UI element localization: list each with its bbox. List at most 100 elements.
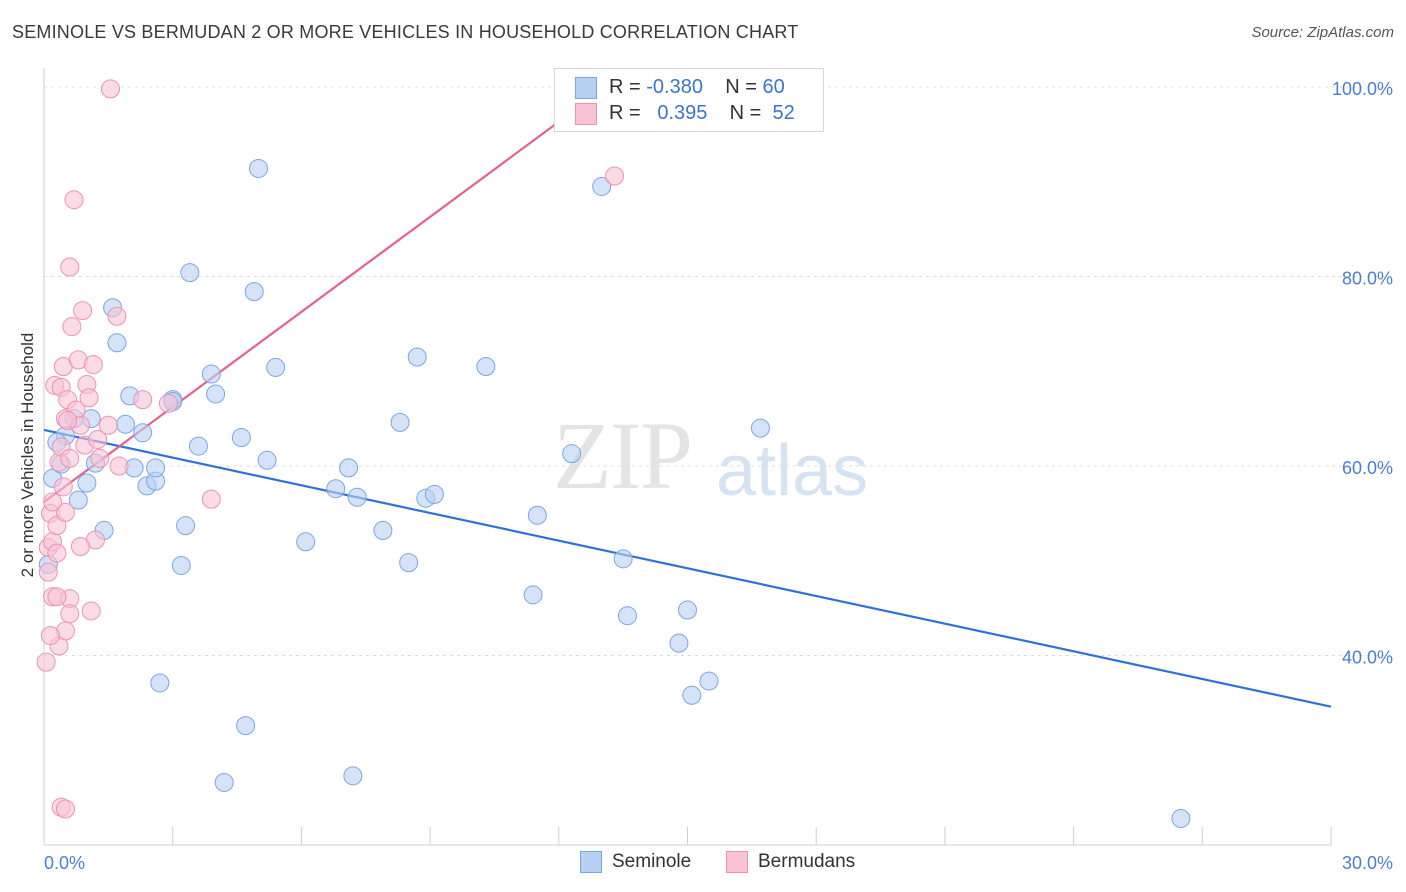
source-credit: Source: ZipAtlas.com <box>1251 24 1394 41</box>
seminole-point <box>266 357 286 377</box>
bermudans-point <box>60 604 80 624</box>
bermudans-point <box>55 502 75 522</box>
seminole-point <box>296 532 316 552</box>
legend-row-seminole: R = -0.380 N = 60 <box>575 76 785 102</box>
bermudans-point <box>58 410 78 430</box>
bermudans-point <box>70 537 90 557</box>
legend-r-label: R = <box>609 102 641 124</box>
bermudans-trend-line <box>43 86 607 503</box>
tick-labels: 40.0% 60.0% 80.0% 100.0% 0.0% 30.0% <box>44 79 1393 873</box>
data-points <box>36 79 1191 828</box>
legend-r-value: -0.380 <box>646 76 703 98</box>
y-tick-label: 60.0% <box>1342 458 1393 478</box>
bermudans-point <box>38 562 58 582</box>
legend-row-bermudans: R = 0.395 N = 52 <box>575 102 795 128</box>
x-tick-label: 0.0% <box>44 853 85 873</box>
seminole-point <box>68 490 88 510</box>
watermark-atlas: atlas <box>716 431 869 511</box>
legend-r-value: 0.395 <box>657 102 708 124</box>
seminole-point <box>476 356 496 376</box>
seminole-point <box>592 176 612 196</box>
seminole-point <box>750 418 770 438</box>
seminole-point <box>339 458 359 478</box>
bermudans-point <box>158 393 178 413</box>
seminole-point <box>399 553 419 573</box>
seminole-swatch <box>575 76 597 99</box>
seminole-point <box>373 520 393 540</box>
seminole-point <box>562 444 582 464</box>
bermudans-point <box>60 257 80 277</box>
seminole-legend-label: Seminole <box>612 851 692 873</box>
legend-r-label: R = <box>609 76 641 98</box>
bottom-legend-bermudans: Bermudans <box>726 851 855 873</box>
bermudans-point <box>53 477 73 497</box>
legend-n-value: 60 <box>762 76 785 98</box>
bermudans-point <box>90 448 110 468</box>
bermudans-point <box>47 516 67 536</box>
seminole-point <box>347 487 367 507</box>
seminole-point <box>244 282 264 302</box>
y-tick-label: 40.0% <box>1342 647 1393 667</box>
bermudans-point <box>62 317 82 337</box>
bermudans-swatch <box>726 851 748 873</box>
seminole-point <box>682 685 702 705</box>
legend-n-value: 52 <box>772 102 795 124</box>
seminole-point <box>150 673 170 693</box>
seminole-point <box>326 479 346 499</box>
seminole-point <box>214 772 234 792</box>
seminole-point <box>699 671 719 691</box>
seminole-point <box>343 766 363 786</box>
bermudans-point <box>36 652 56 672</box>
seminole-point <box>176 516 196 536</box>
bermudans-legend-label: Bermudans <box>758 851 856 873</box>
bermudans-point <box>73 301 93 321</box>
seminole-point <box>116 414 136 434</box>
bermudans-point <box>100 79 120 99</box>
seminole-point <box>527 505 547 525</box>
legend-n-label: N = <box>725 76 757 98</box>
seminole-point <box>77 473 97 493</box>
seminole-point <box>390 412 410 432</box>
seminole-point <box>424 484 444 504</box>
legend-n-label: N = <box>729 102 762 124</box>
seminole-point <box>669 633 689 653</box>
seminole-point <box>617 606 637 626</box>
seminole-trend-line <box>43 428 1332 708</box>
bermudans-point <box>47 587 67 607</box>
bermudans-point <box>55 799 75 819</box>
bermudans-point <box>83 355 103 375</box>
bermudans-point <box>88 429 108 449</box>
bermudans-point <box>64 190 84 210</box>
bermudans-swatch <box>575 102 597 125</box>
seminole-point <box>236 716 256 736</box>
seminole-point <box>1171 808 1191 828</box>
bermudans-point <box>133 390 153 410</box>
seminole-swatch <box>580 851 602 873</box>
bermudans-point <box>109 456 129 476</box>
seminole-point <box>249 158 268 178</box>
y-axis-label: 2 or more Vehicles in Household <box>18 332 37 578</box>
gridlines <box>44 86 1392 656</box>
seminole-point <box>188 436 208 456</box>
seminole-point <box>146 458 166 478</box>
seminole-point <box>201 364 221 384</box>
bermudans-point <box>107 306 127 326</box>
correlation-legend: R = -0.380 N = 60 R = 0.395 N = 52 <box>554 68 824 132</box>
seminole-point <box>107 333 127 353</box>
seminole-point <box>257 450 277 470</box>
bermudans-point <box>40 626 60 646</box>
bottom-legend-seminole: Seminole <box>580 851 691 873</box>
y-tick-label: 80.0% <box>1342 268 1393 288</box>
seminole-point <box>407 347 427 367</box>
seminole-point <box>523 585 543 605</box>
seminole-point <box>678 600 697 620</box>
seminole-point <box>171 555 191 575</box>
bermudans-point <box>81 601 101 621</box>
bermudans-point <box>201 489 221 509</box>
bermudans-point <box>47 543 67 563</box>
bermudans-point <box>79 388 99 408</box>
axes <box>43 68 1332 846</box>
bermudans-point <box>98 415 118 435</box>
x-tick-label: 30.0% <box>1342 853 1393 873</box>
